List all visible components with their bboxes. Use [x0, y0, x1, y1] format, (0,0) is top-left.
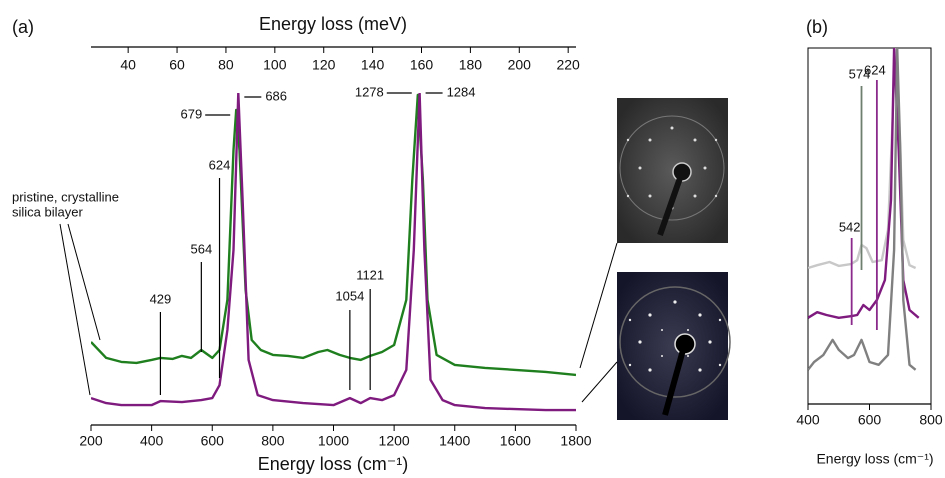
x2-tick-label: 160: [410, 57, 434, 73]
x2-tick-label: 200: [508, 57, 532, 73]
panel-label: (b): [806, 17, 828, 37]
x2-tick-label: 180: [459, 57, 483, 73]
marker-label: 574: [849, 66, 871, 81]
leader-line: [59, 223, 91, 396]
x-tick-label: 600: [201, 433, 225, 449]
spectrum-line: [808, 48, 917, 371]
x2-tick-label: 120: [312, 57, 336, 73]
x-tick-label: 1200: [379, 433, 410, 449]
x-tick-label: 800: [919, 412, 943, 428]
peak-label: 429: [150, 291, 172, 306]
x2-tick-label: 100: [263, 57, 287, 73]
x2-tick-label: 40: [120, 57, 136, 73]
x-tick-label: 1600: [500, 433, 531, 449]
spectrum-line: [91, 93, 576, 377]
sample-label: silica bilayer: [12, 204, 83, 219]
peak-label: 1278: [355, 84, 384, 99]
sample-label: pristine, crystalline: [12, 189, 119, 204]
connector: [581, 361, 618, 403]
leed-image-top: [617, 98, 728, 243]
x-tick-label: 600: [858, 412, 882, 428]
x2-tick-label: 140: [361, 57, 385, 73]
x2-tick-label: 220: [556, 57, 580, 73]
x2-tick-label: 60: [169, 57, 185, 73]
x-tick-label: 1800: [560, 433, 591, 449]
peak-label: 1121: [356, 267, 384, 282]
panel-label: (a): [12, 17, 34, 37]
spectrum-line: [91, 93, 576, 412]
peak-label: 1054: [335, 288, 364, 303]
x-tick-label: 200: [79, 433, 103, 449]
x-tick-label: 800: [261, 433, 285, 449]
x-tick-label: 400: [796, 412, 820, 428]
peak-label: 624: [209, 157, 231, 172]
connector: [579, 242, 618, 369]
marker-label: 624: [864, 62, 886, 77]
peak-label: 679: [180, 106, 202, 121]
leader-line: [67, 223, 101, 341]
x2-tick-label: 80: [218, 57, 234, 73]
marker-label: 542: [839, 219, 861, 234]
x2-axis-label: Energy loss (meV): [259, 14, 407, 34]
x-axis-label: Energy loss (cm⁻¹): [258, 454, 409, 474]
x-axis-label: Energy loss (cm⁻¹): [816, 451, 933, 467]
plot-area: [91, 93, 576, 412]
leed-image-bottom: [617, 272, 731, 420]
x-tick-label: 400: [140, 433, 164, 449]
x-tick-label: 1000: [318, 433, 349, 449]
plot-area: [808, 48, 920, 371]
peak-label: 686: [265, 88, 287, 103]
peak-label: 564: [190, 241, 212, 256]
x-tick-label: 1400: [439, 433, 470, 449]
peak-label: 1284: [447, 84, 476, 99]
